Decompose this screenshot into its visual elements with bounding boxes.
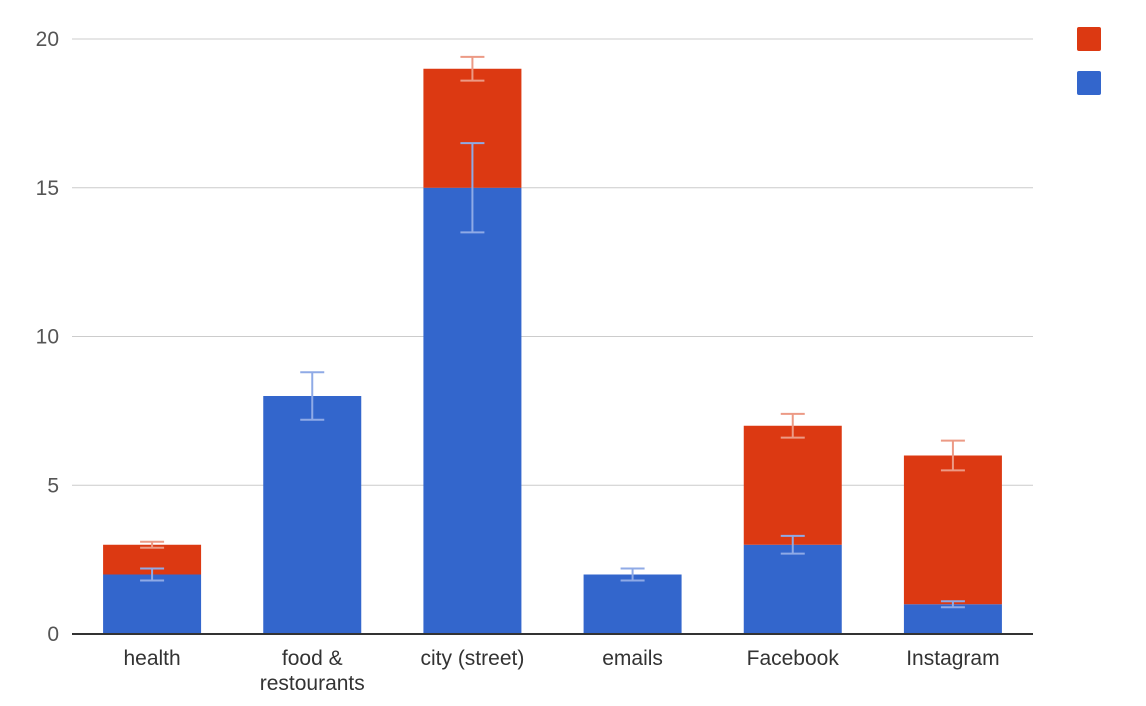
legend-swatch	[1077, 27, 1101, 51]
error-bars	[140, 55, 965, 609]
x-tick-label: health	[123, 647, 180, 670]
legend-swatch	[1077, 71, 1101, 95]
x-tick-label: Facebook	[747, 647, 840, 670]
bar	[263, 396, 362, 634]
bar	[423, 187, 522, 634]
y-tick-label: 5	[47, 474, 59, 497]
error-bar	[620, 567, 645, 582]
bar	[743, 425, 842, 545]
gridlines	[72, 38, 1033, 486]
y-tick-label: 20	[36, 28, 59, 51]
error-bar	[300, 371, 325, 421]
error-bar	[780, 534, 805, 555]
error-bar	[940, 439, 965, 472]
bar	[903, 455, 1002, 605]
error-bar	[460, 142, 485, 234]
y-tick-label: 15	[36, 177, 59, 200]
error-bar	[140, 540, 165, 549]
x-tick-label: city (street)	[420, 647, 524, 670]
error-bar	[780, 412, 805, 439]
bar	[583, 574, 682, 634]
bars	[103, 68, 1002, 634]
y-tick-label: 10	[36, 326, 59, 349]
y-tick-label: 0	[47, 623, 59, 646]
error-bar	[940, 600, 965, 609]
error-bar	[140, 567, 165, 582]
x-tick-label: emails	[602, 647, 663, 670]
error-bar	[460, 55, 485, 82]
bar	[743, 544, 842, 634]
x-tick-label: food & restourants	[260, 647, 365, 695]
bar	[103, 574, 202, 634]
legend	[1077, 27, 1101, 95]
x-tick-label: Instagram	[906, 647, 999, 670]
bar	[903, 604, 1002, 634]
x-axis: health food & restourants city (street) emai…	[72, 633, 1033, 695]
y-axis: 0 5 10 15 20	[36, 28, 59, 646]
